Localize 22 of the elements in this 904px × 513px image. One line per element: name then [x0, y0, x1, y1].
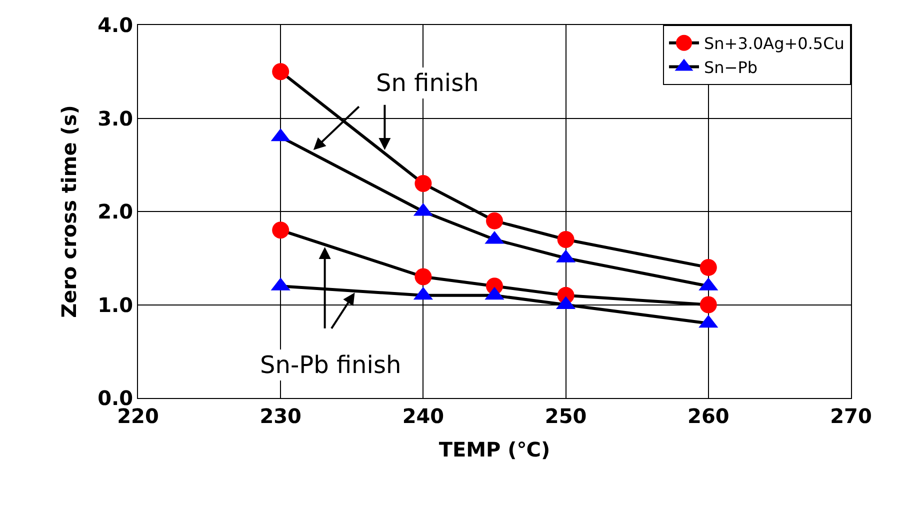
y-axis-title: Zero cross time (s)	[57, 105, 82, 318]
x-tick-label: 270	[830, 404, 872, 428]
point	[557, 230, 574, 248]
x-tick-label: 230	[260, 404, 302, 428]
y-tick-label: 3.0	[98, 106, 133, 130]
point	[272, 222, 290, 239]
y-tick-label: 4.0	[98, 13, 133, 37]
x-tick-label: 260	[688, 404, 730, 428]
x-axis-title: TEMP (℃)	[438, 438, 550, 462]
point	[272, 63, 290, 80]
point	[486, 212, 503, 230]
point	[414, 175, 432, 192]
y-tick-label: 2.0	[98, 200, 133, 224]
x-tick-label: 240	[402, 404, 444, 428]
point	[700, 258, 717, 276]
legend-label: Sn−Pb	[704, 58, 758, 77]
y-tick-label: 1.0	[98, 292, 133, 317]
x-tick-label: 250	[544, 404, 587, 428]
annotation: Sn-Pb finish	[260, 351, 402, 379]
annotation: Sn finish	[376, 69, 479, 97]
x-tick-label: 220	[117, 404, 159, 428]
legend-label: Sn+3.0Ag+0.5Cu	[704, 34, 844, 54]
